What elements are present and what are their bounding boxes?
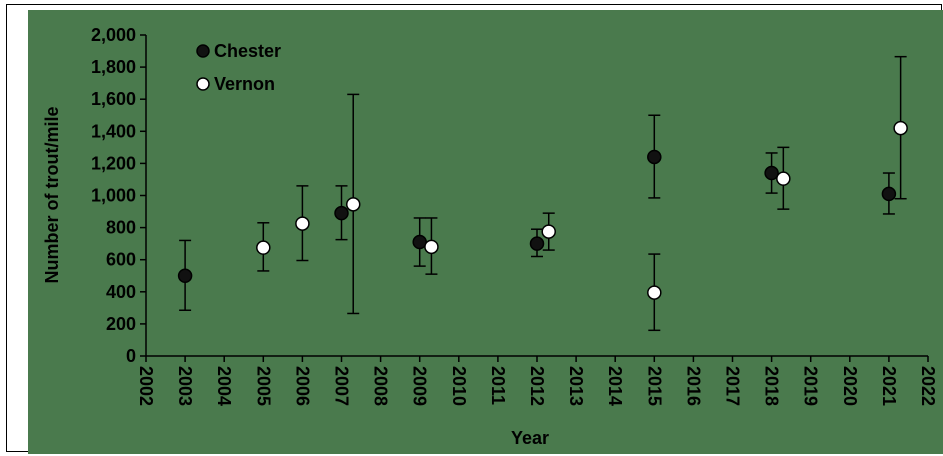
x-tick-label: 2015 xyxy=(644,366,664,406)
x-tick-labels: 2002 2003 2004 2005 2006 2007 2008 2009 2010 2011… xyxy=(136,366,938,406)
x-tick-label: 2021 xyxy=(879,366,899,406)
x-tick-label: 2003 xyxy=(175,366,195,406)
y-axis-title: Number of trout/mile xyxy=(42,106,62,283)
y-tick-label: 1,800 xyxy=(91,57,136,77)
x-axis-title: Year xyxy=(511,428,549,448)
x-tick-label: 2020 xyxy=(840,366,860,406)
point-vernon xyxy=(647,285,662,300)
x-tick-label: 2017 xyxy=(723,366,743,406)
x-tick-label: 2013 xyxy=(566,366,586,406)
x-tick-label: 2018 xyxy=(762,366,782,406)
legend: Chester Vernon xyxy=(196,41,281,94)
point-vernon xyxy=(424,239,439,255)
x-tick-label: 2005 xyxy=(253,366,273,406)
x-tick-label: 2006 xyxy=(292,366,312,406)
x-tick-label: 2002 xyxy=(136,366,156,406)
x-tick-label: 2008 xyxy=(371,366,391,406)
legend-marker-vernon xyxy=(196,77,210,91)
point-chester xyxy=(177,268,193,283)
x-tick-label: 2004 xyxy=(214,366,234,406)
legend-marker-chester xyxy=(196,44,210,58)
y-tick-label: 400 xyxy=(106,282,136,302)
x-tick-label: 2011 xyxy=(488,366,508,405)
legend-label-vernon: Vernon xyxy=(214,74,275,94)
point-vernon xyxy=(295,216,310,231)
y-tick-label: 200 xyxy=(106,314,136,334)
axes xyxy=(140,34,929,362)
y-tick-label: 1,600 xyxy=(91,89,136,109)
y-tick-label: 2,000 xyxy=(91,25,136,45)
point-chester xyxy=(881,186,897,202)
x-tick-label: 2014 xyxy=(605,366,625,406)
y-tick-labels: 0 200 400 600 800 1,000 1,200 1,400 1,600 1,800 2,… xyxy=(91,25,136,366)
data-points xyxy=(177,120,908,300)
plot-background xyxy=(28,10,943,454)
point-vernon xyxy=(541,224,556,239)
error-bars xyxy=(179,55,907,332)
point-chester xyxy=(764,165,779,181)
point-chester xyxy=(334,205,349,221)
y-tick-label: 1,200 xyxy=(91,153,136,173)
y-tick-label: 800 xyxy=(106,218,136,238)
point-vernon xyxy=(893,120,908,136)
x-tick-label: 2007 xyxy=(332,366,352,406)
x-tick-label: 2022 xyxy=(918,366,938,406)
legend-label-chester: Chester xyxy=(214,41,281,61)
y-tick-label: 1,400 xyxy=(91,121,136,141)
x-tick-label: 2009 xyxy=(410,366,430,406)
point-vernon xyxy=(776,171,791,186)
x-tick-label: 2012 xyxy=(527,366,547,406)
y-tick-label: 0 xyxy=(126,346,136,366)
y-tick-label: 1,000 xyxy=(91,186,136,206)
point-vernon xyxy=(256,240,271,255)
x-tick-label: 2016 xyxy=(683,366,703,406)
x-tick-label: 2010 xyxy=(449,366,469,406)
y-tick-label: 600 xyxy=(106,250,136,270)
x-tick-label: 2019 xyxy=(801,366,821,406)
point-chester xyxy=(647,149,662,165)
point-vernon xyxy=(345,197,361,212)
point-chester xyxy=(529,236,545,251)
